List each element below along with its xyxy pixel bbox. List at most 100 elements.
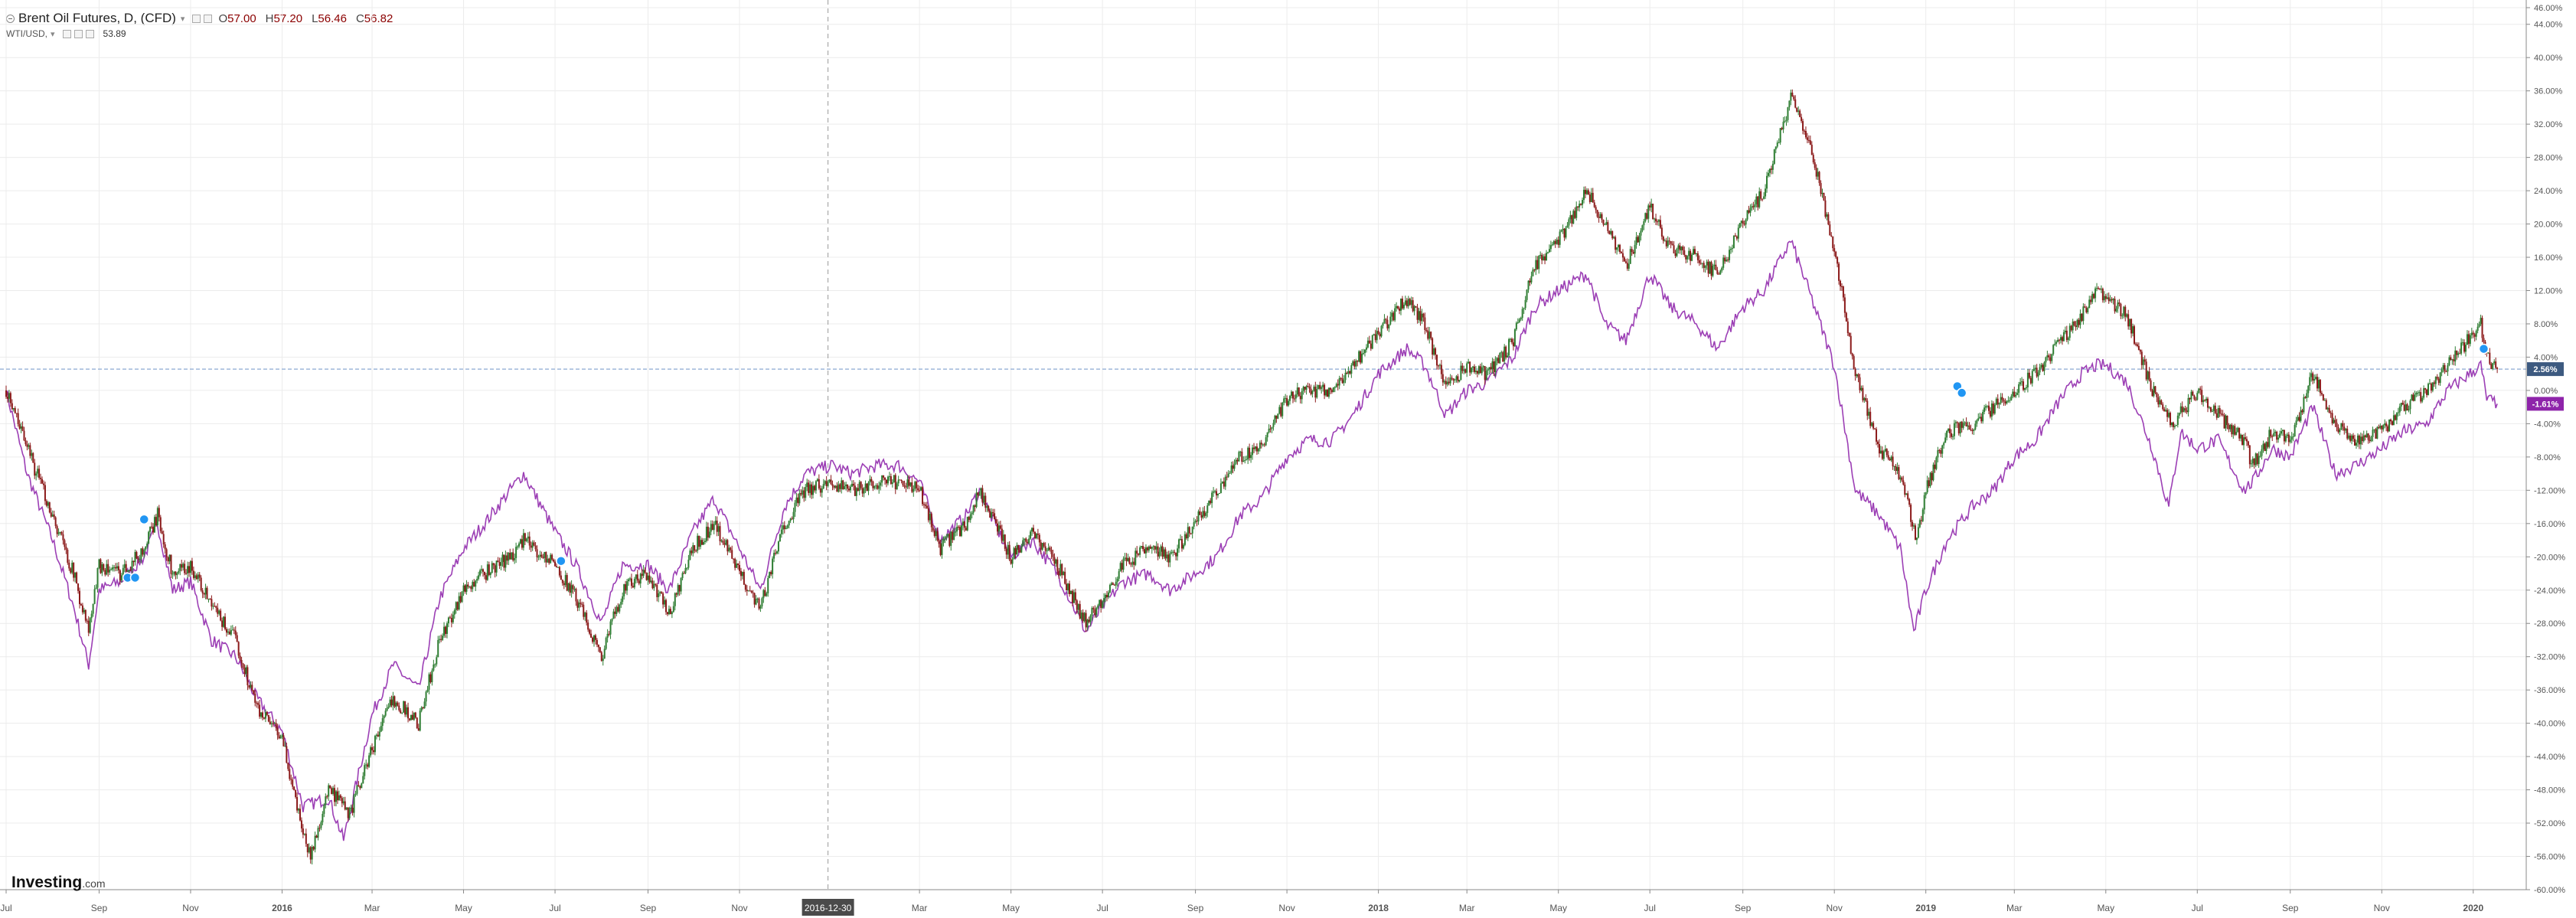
candle-body — [2251, 459, 2254, 464]
candle-body — [1571, 215, 1573, 224]
candle-body — [1307, 386, 1309, 387]
candle-body — [100, 559, 102, 573]
event-marker-icon[interactable] — [129, 572, 141, 583]
candle-body — [260, 712, 263, 717]
candle-body — [2460, 342, 2463, 354]
candle-body — [2319, 380, 2321, 394]
candle-body — [1371, 335, 1373, 349]
candle-body — [606, 633, 609, 639]
candle-body — [398, 705, 400, 711]
candle-body — [2408, 409, 2410, 411]
candle-body — [2059, 339, 2061, 341]
instrument-title[interactable]: Brent Oil Futures, D, (CFD) — [18, 11, 176, 25]
candle-body — [234, 630, 237, 635]
candle-body — [977, 492, 979, 495]
event-marker-icon[interactable] — [139, 514, 149, 525]
candle-body — [92, 603, 94, 614]
candle-body — [2220, 413, 2222, 415]
compare-settings-icon[interactable] — [73, 29, 83, 38]
candle-body — [1673, 245, 1675, 253]
candle-body — [881, 475, 883, 483]
candle-body — [375, 734, 377, 737]
candle-body — [1737, 227, 1739, 239]
candle-body — [1249, 447, 1251, 459]
candle-body — [686, 567, 688, 569]
candle-body — [2369, 439, 2371, 442]
candle-body — [1244, 459, 1246, 461]
candle-body — [1742, 221, 1744, 224]
candle-body — [744, 584, 746, 590]
candle-body — [2179, 406, 2182, 413]
candle-body — [884, 477, 886, 480]
candle-body — [1185, 534, 1187, 539]
candle-body — [1876, 429, 1878, 442]
candle-body — [668, 609, 670, 615]
candle-body — [1457, 376, 1459, 382]
candle-body — [45, 501, 47, 506]
candle-body — [2159, 400, 2161, 405]
candle-body — [2091, 293, 2094, 302]
candle-body — [589, 629, 591, 634]
chevron-down-icon[interactable]: ▾ — [180, 14, 185, 24]
event-marker-icon[interactable] — [556, 555, 566, 567]
candle-body — [1094, 609, 1096, 616]
candle-body — [356, 785, 358, 794]
candle-body — [429, 674, 432, 683]
candle-body — [2134, 326, 2136, 345]
candle-body — [464, 585, 466, 592]
price-badge — [2527, 362, 2564, 377]
candle-body — [1259, 443, 1261, 449]
candle-body — [1554, 240, 1556, 244]
compare-close-icon[interactable] — [85, 29, 94, 38]
candle-body — [935, 531, 937, 537]
candle-body — [924, 505, 926, 506]
candle-body — [2442, 364, 2444, 370]
candle-body — [109, 569, 111, 573]
candle-body — [279, 737, 282, 739]
eye-icon[interactable] — [192, 14, 201, 23]
candle-body — [1017, 544, 1020, 550]
candle-body — [2175, 424, 2177, 426]
candle-body — [1053, 557, 1056, 564]
candle-body — [572, 585, 574, 590]
candle-body — [2228, 425, 2230, 430]
candle-body — [159, 517, 162, 531]
candle-body — [906, 479, 909, 488]
candle-body — [236, 635, 238, 642]
candle-body — [2117, 302, 2119, 309]
candle-body — [1073, 592, 1075, 603]
candle-body — [570, 585, 573, 593]
candle-body — [608, 633, 610, 635]
settings-icon[interactable] — [204, 14, 213, 23]
candle-body — [836, 485, 838, 492]
candle-body — [2023, 381, 2025, 390]
candle-body — [575, 589, 577, 602]
candle-body — [461, 591, 463, 603]
candle-body — [1049, 547, 1051, 550]
candle-body — [1751, 206, 1753, 208]
compare-chevron-down-icon[interactable]: ▾ — [51, 29, 55, 39]
candle-body — [1083, 613, 1086, 622]
event-marker-icon[interactable] — [1956, 387, 1967, 398]
candle-body — [2284, 436, 2287, 442]
candle-body — [2287, 434, 2290, 443]
time-axis-label: 2016 — [272, 903, 292, 913]
candle-body — [758, 598, 760, 609]
candle-body — [1116, 578, 1118, 582]
candle-body — [762, 590, 765, 599]
candle-body — [1632, 252, 1634, 254]
candle-body — [1749, 207, 1752, 213]
candle-body — [1091, 608, 1093, 616]
candle-body — [656, 584, 658, 597]
candle-body — [1313, 387, 1315, 391]
candle-body — [2078, 319, 2080, 325]
compare-eye-icon[interactable] — [62, 29, 71, 38]
candle-body — [2487, 352, 2489, 354]
candle-body — [300, 820, 302, 829]
candle-body — [2163, 409, 2166, 412]
candle-body — [1055, 559, 1057, 564]
compare-symbol[interactable]: WTI/USD, — [6, 28, 47, 39]
event-marker-icon[interactable] — [2478, 343, 2489, 354]
candle-body — [2237, 427, 2239, 432]
